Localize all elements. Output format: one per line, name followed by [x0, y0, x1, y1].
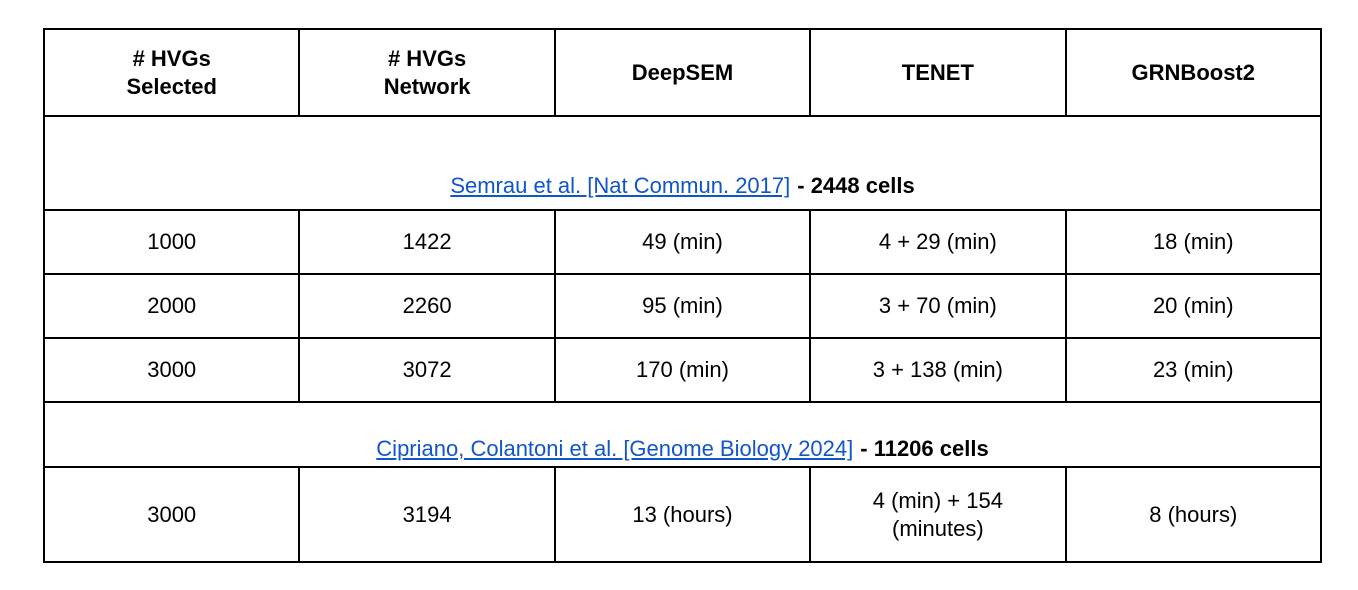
cell-tenet-runtime: 4 + 29 (min) — [809, 209, 1067, 275]
header-hvgs-selected: # HVGs Selected — [42, 28, 301, 117]
header-tenet: TENET — [809, 28, 1067, 117]
dataset-group-cell-cipriano: Cipriano, Colantoni et al. [Genome Biolo… — [43, 401, 1322, 468]
table-row: 3000 3072 170 (min) 3 + 138 (min) 23 (mi… — [42, 337, 1323, 403]
cell-grnboost2-runtime: 20 (min) — [1064, 273, 1323, 339]
header-grnboost2: GRNBoost2 — [1064, 28, 1323, 117]
cell-tenet-runtime: 3 + 138 (min) — [809, 337, 1067, 403]
table-row: 1000 1422 49 (min) 4 + 29 (min) 18 (min) — [42, 209, 1323, 275]
cell-hvgs-network: 2260 — [298, 273, 556, 339]
table-header-row: # HVGs Selected # HVGs Network DeepSEM T… — [42, 28, 1323, 117]
cell-hvgs-selected: 1000 — [42, 209, 301, 275]
cell-grnboost2-runtime: 8 (hours) — [1064, 466, 1323, 563]
cell-tenet-runtime: 3 + 70 (min) — [809, 273, 1067, 339]
header-hvgs-network: # HVGs Network — [298, 28, 556, 117]
cell-hvgs-selected: 3000 — [42, 337, 301, 403]
cell-hvgs-network: 3194 — [298, 466, 556, 563]
semrau-citation-link[interactable]: Semrau et al. [Nat Commun. 2017] — [450, 173, 791, 198]
semrau-cell-count: - 2448 cells — [797, 173, 915, 198]
cipriano-citation-link[interactable]: Cipriano, Colantoni et al. [Genome Biolo… — [376, 435, 854, 461]
cell-hvgs-selected: 2000 — [42, 273, 301, 339]
cell-hvgs-selected: 3000 — [42, 466, 301, 563]
table-row: 2000 2260 95 (min) 3 + 70 (min) 20 (min) — [42, 273, 1323, 339]
cell-grnboost2-runtime: 18 (min) — [1064, 209, 1323, 275]
cell-tenet-runtime: 4 (min) + 154 (minutes) — [809, 466, 1067, 563]
table-row: 3000 3194 13 (hours) 4 (min) + 154 (minu… — [42, 466, 1323, 563]
cell-grnboost2-runtime: 23 (min) — [1064, 337, 1323, 403]
dataset-group-row-cipriano: Cipriano, Colantoni et al. [Genome Biolo… — [43, 401, 1322, 468]
dataset-group-cell-semrau: Semrau et al. [Nat Commun. 2017] - 2448 c… — [43, 115, 1322, 211]
cell-deepsem-runtime: 13 (hours) — [553, 466, 812, 563]
dataset-group-row-semrau: Semrau et al. [Nat Commun. 2017] - 2448 c… — [43, 115, 1322, 211]
cell-hvgs-network: 3072 — [298, 337, 556, 403]
cell-deepsem-runtime: 95 (min) — [553, 273, 812, 339]
header-deepsem: DeepSEM — [553, 28, 812, 117]
runtime-comparison-table: # HVGs Selected # HVGs Network DeepSEM T… — [42, 28, 1323, 563]
cell-hvgs-network: 1422 — [298, 209, 556, 275]
cell-deepsem-runtime: 170 (min) — [553, 337, 812, 403]
cipriano-cell-count: - 11206 cells — [860, 435, 989, 461]
cell-deepsem-runtime: 49 (min) — [553, 209, 812, 275]
